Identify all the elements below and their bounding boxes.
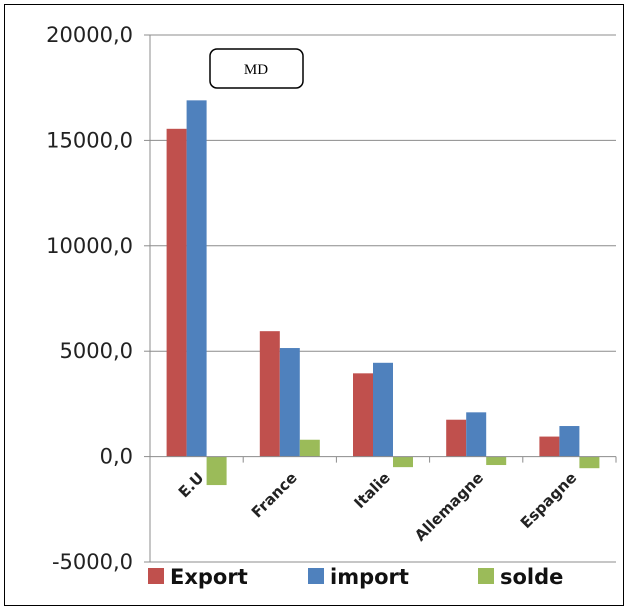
- bar-export-allemagne: [446, 419, 467, 457]
- legend: Export import solde: [148, 565, 563, 589]
- legend-label-solde: solde: [500, 565, 563, 589]
- category-label: Allemagne: [411, 469, 487, 545]
- bar-import-allemagne: [466, 412, 487, 457]
- bar-export-espagne: [539, 436, 560, 457]
- bar-solde-france: [299, 439, 320, 457]
- bar-import-eu: [186, 100, 207, 457]
- bar-export-france: [259, 331, 280, 457]
- bar-export-eu: [166, 128, 187, 457]
- gridlines: [150, 34, 616, 563]
- bar-import-france: [279, 348, 300, 457]
- y-axis: 20000,0 15000,0 10000,0 5000,0 0,0 -5000,0: [46, 23, 151, 574]
- legend-swatch-import: [308, 568, 324, 584]
- bar-solde-eu: [206, 456, 227, 486]
- category-label: France: [248, 469, 301, 522]
- bar-export-italie: [353, 373, 373, 457]
- y-tick-label: 5000,0: [60, 339, 133, 363]
- bar-solde-italie: [393, 456, 413, 468]
- legend-label-import: import: [330, 565, 409, 589]
- bar-import-italie: [373, 362, 393, 457]
- y-tick-label: 15000,0: [46, 128, 133, 152]
- y-tick-label: 10000,0: [46, 234, 133, 258]
- bar-import-espagne: [559, 426, 580, 457]
- bar-solde-allemagne: [486, 456, 507, 466]
- y-tick-label: -5000,0: [52, 550, 133, 574]
- unit-box: MD: [209, 48, 304, 89]
- chart-frame: [4, 4, 624, 606]
- legend-label-export: Export: [170, 565, 248, 589]
- category-label: E.U: [175, 469, 208, 502]
- legend-swatch-solde: [478, 568, 494, 584]
- category-label: Italie: [350, 469, 393, 512]
- legend-swatch-export: [148, 568, 164, 584]
- bars: [166, 100, 600, 486]
- unit-label: MD: [244, 62, 268, 78]
- y-tick-label: 20000,0: [46, 23, 133, 47]
- y-tick-label: 0,0: [100, 445, 133, 469]
- bar-solde-espagne: [579, 456, 600, 469]
- category-label: Espagne: [517, 469, 580, 532]
